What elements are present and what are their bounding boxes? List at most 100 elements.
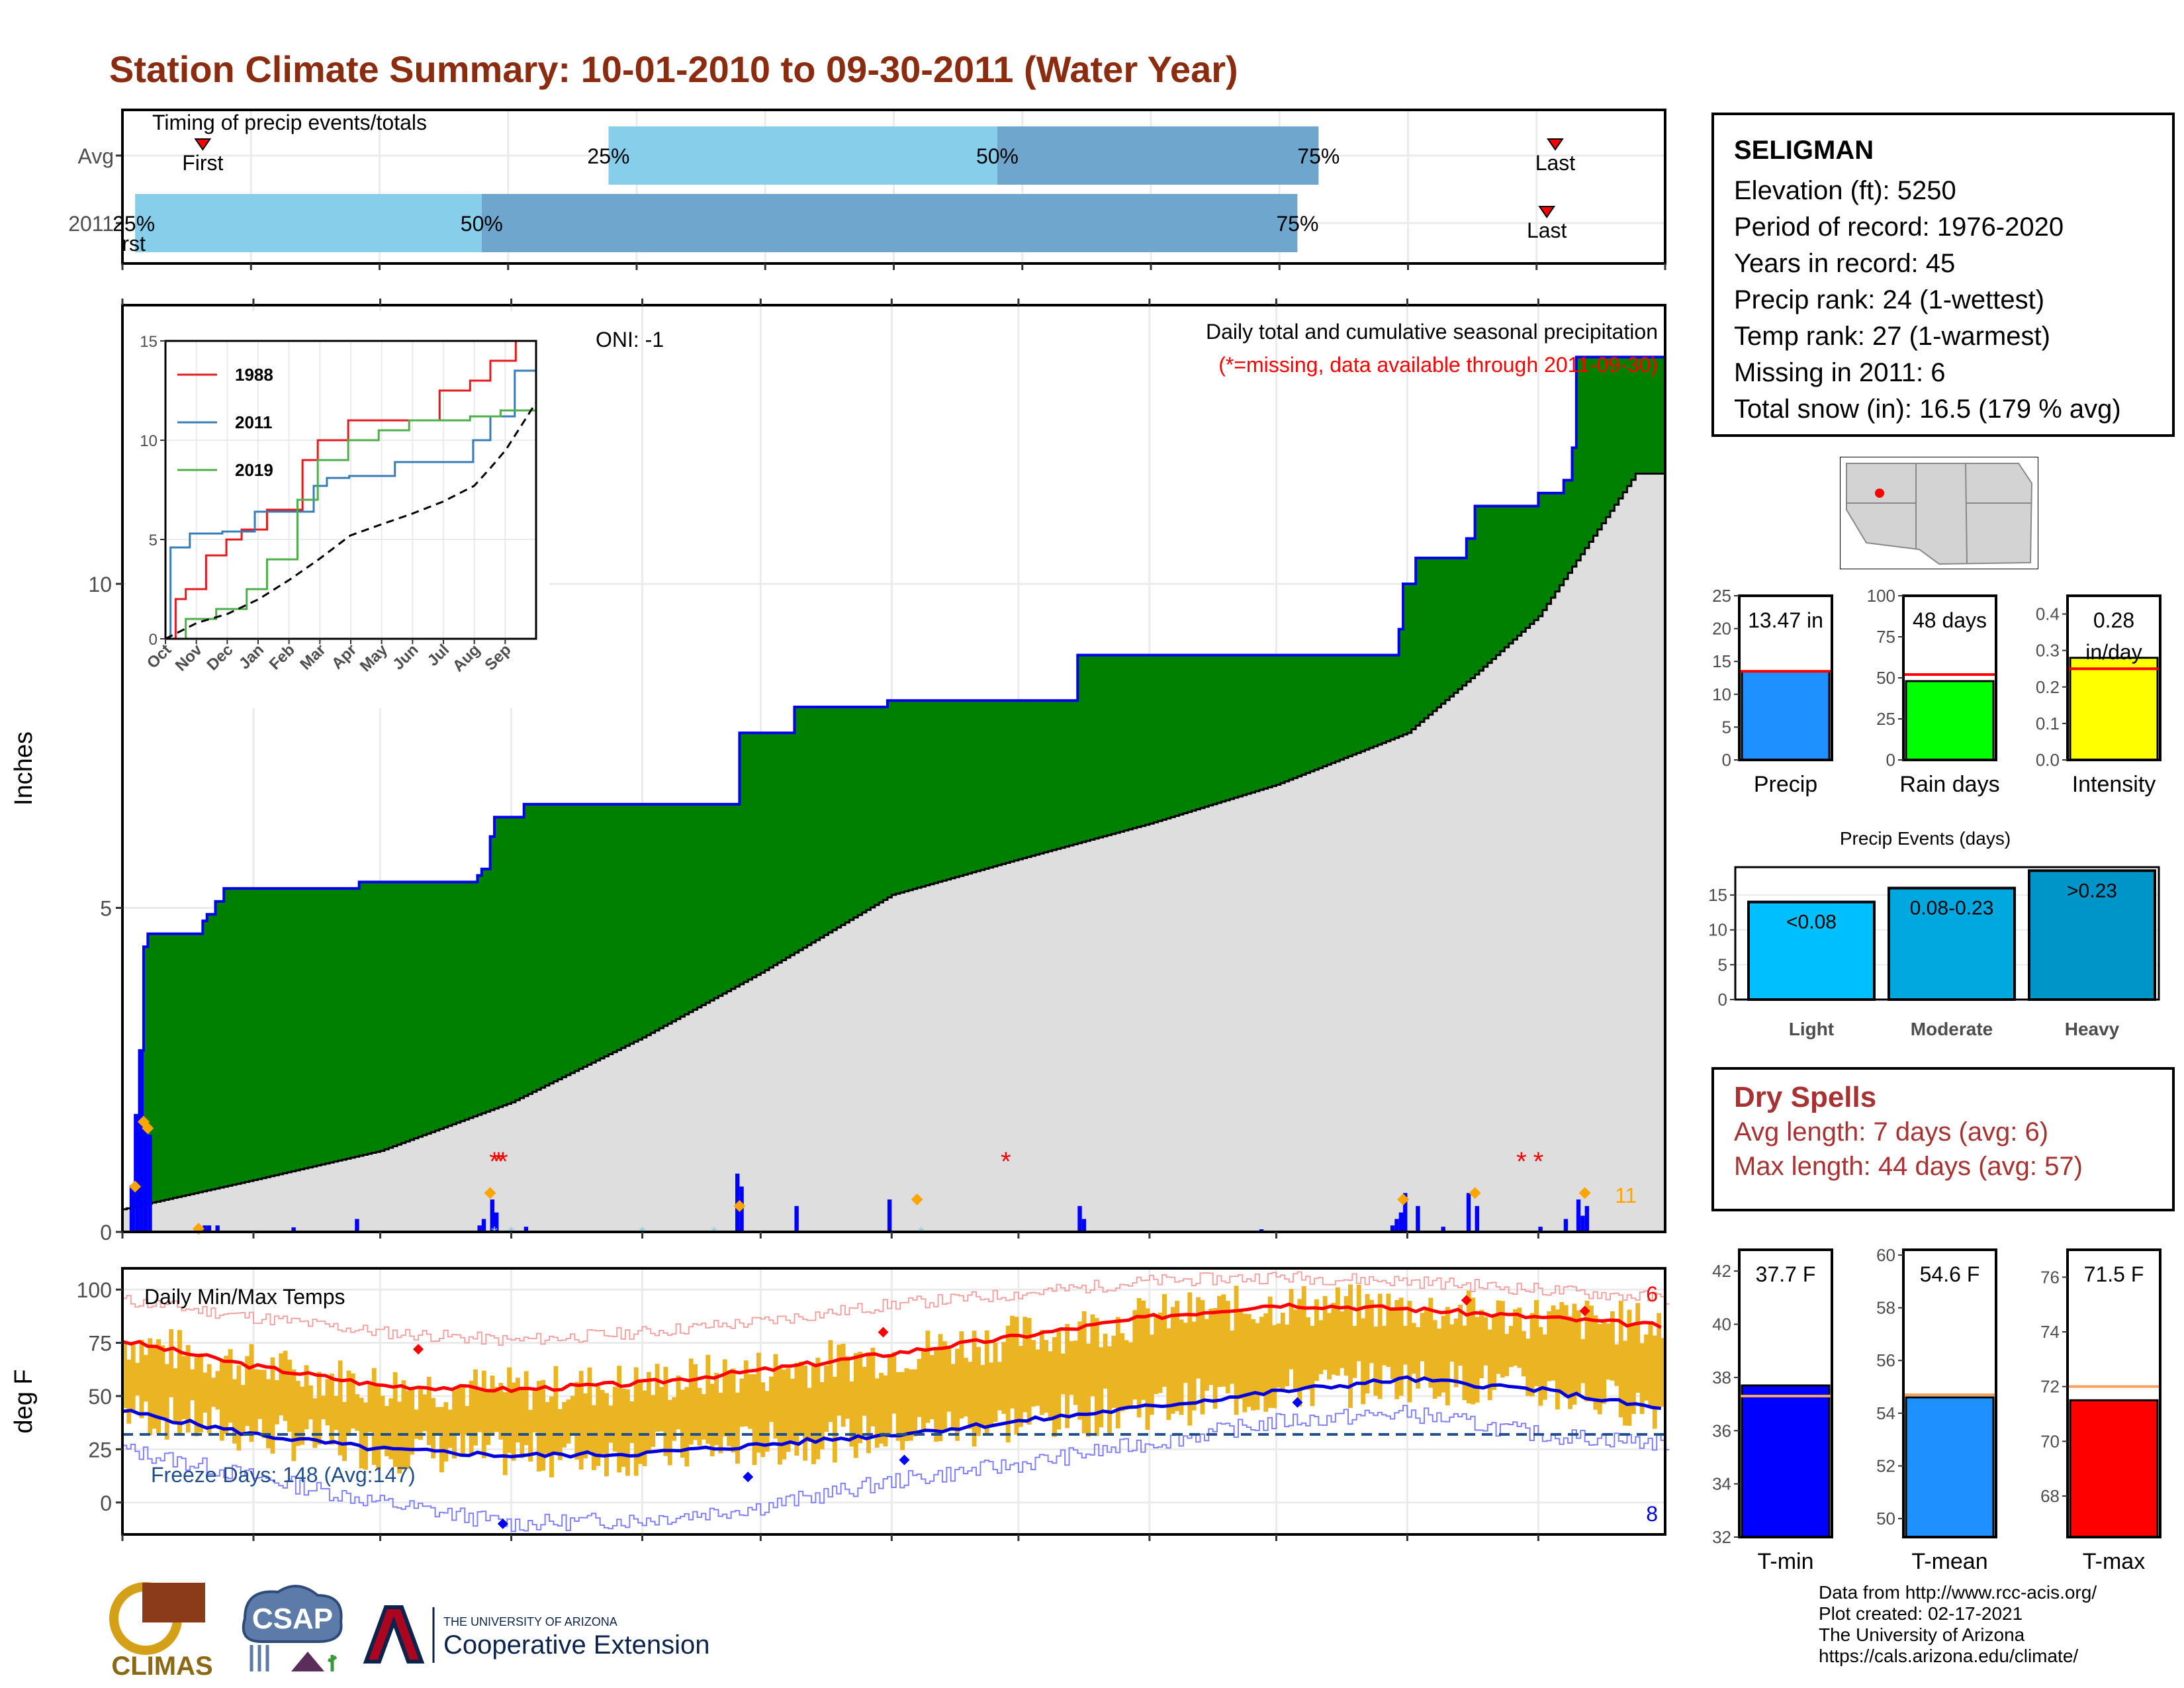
daily-temp-bar: [511, 1382, 516, 1461]
events-title: Precip Events (days): [1840, 828, 2011, 849]
daily-temp-bar: [1039, 1330, 1044, 1415]
daily-temp-bar: [261, 1370, 267, 1438]
daily-temp-bar: [431, 1397, 436, 1459]
daily-temp-bar: [295, 1381, 300, 1446]
summary-ytick-label: 72: [2040, 1377, 2060, 1397]
cactus-icon: [327, 1655, 338, 1671]
record-low-count: 8: [1646, 1502, 1658, 1526]
daily-temp-bar: [1187, 1292, 1193, 1426]
daily-temp-bar: [688, 1358, 694, 1445]
daily-temp-bar: [984, 1330, 989, 1434]
daily-temp-bar: [743, 1360, 749, 1427]
daily-temp-bar: [684, 1387, 690, 1467]
daily-temp-bar: [849, 1381, 854, 1447]
daily-temp-bar: [900, 1372, 905, 1450]
temp-ytick-label: 0: [100, 1491, 112, 1515]
daily-temp-bar: [718, 1392, 723, 1454]
record-low-marker-icon: [497, 1518, 508, 1529]
daily-temp-bar: [1555, 1309, 1560, 1410]
daily-temp-bar: [460, 1386, 465, 1457]
daily-precip-bar: [1390, 1225, 1395, 1232]
daily-temp-bar: [490, 1375, 495, 1436]
daily-temp-bar: [1306, 1317, 1311, 1390]
daily-precip-bar: [1584, 1205, 1590, 1232]
daily-temp-bar: [1411, 1323, 1416, 1374]
daily-temp-bar: [477, 1390, 482, 1432]
daily-temp-bar: [1086, 1343, 1091, 1437]
summary-frame: [2066, 1248, 2161, 1538]
summary-ytick-label: 0.4: [2036, 604, 2060, 624]
freeze-days-label: Freeze Days: 148 (Avg:147): [151, 1463, 416, 1487]
daily-temp-bar: [1179, 1319, 1184, 1415]
daily-temp-bar: [253, 1369, 258, 1435]
pct-label: 50%: [976, 144, 1019, 168]
last-marker-label: Last: [1535, 151, 1576, 175]
daily-temp-bar: [1191, 1321, 1197, 1411]
daily-temp-bar: [562, 1401, 567, 1448]
summary-ytick-label: 0.0: [2036, 750, 2060, 770]
daily-temp-bar: [1081, 1311, 1087, 1434]
daily-precip-bar: [887, 1199, 892, 1232]
daily-temp-bar: [858, 1352, 863, 1444]
daily-temp-bar: [879, 1372, 884, 1444]
daily-temp-bar: [1517, 1307, 1522, 1368]
inset-ytick-label: 10: [140, 432, 158, 450]
daily-temp-bar: [1259, 1317, 1264, 1395]
daily-temp-bar: [608, 1405, 614, 1443]
daily-temp-bar: [181, 1356, 187, 1419]
daily-temp-bar: [942, 1341, 947, 1432]
daily-temp-bar: [135, 1362, 140, 1396]
daily-temp-bar: [938, 1334, 943, 1442]
daily-temp-bar: [1060, 1353, 1066, 1395]
summary-value-label: 37.7 F: [1756, 1262, 1816, 1286]
daily-temp-bar: [1576, 1310, 1581, 1394]
daily-temp-bar: [1170, 1307, 1175, 1414]
daily-temp-bar: [1221, 1294, 1226, 1387]
daily-temp-bar: [773, 1354, 778, 1439]
daily-temp-bar: [993, 1342, 998, 1422]
daily-temp-bar: [764, 1391, 770, 1452]
summary-ytick-label: 100: [1867, 586, 1895, 606]
summary-ytick-label: 42: [1712, 1261, 1731, 1281]
daily-temp-bar: [283, 1350, 288, 1421]
daily-temp-bar: [1263, 1313, 1269, 1412]
record-high-count: 6: [1646, 1282, 1658, 1306]
daily-temp-bar: [1212, 1307, 1218, 1409]
daily-temp-bar: [655, 1364, 660, 1432]
events-ytick-label: 0: [1718, 990, 1727, 1009]
events-ytick-label: 5: [1718, 955, 1727, 974]
snow-marker-icon: [484, 1187, 496, 1199]
summary-bar-label: T-min: [1758, 1549, 1814, 1574]
daily-temp-bar: [215, 1371, 220, 1410]
summary-ytick-label: 10: [1712, 684, 1731, 704]
dry-spells-max: Max length: 44 days (avg: 57): [1734, 1152, 2083, 1181]
daily-temp-bar: [621, 1388, 626, 1467]
daily-temp-bar: [709, 1383, 715, 1457]
daily-temp-bar: [523, 1371, 529, 1446]
daily-temp-bar: [126, 1359, 132, 1424]
avg-min-line: [122, 1375, 1661, 1459]
daily-precip-bar: [1538, 1227, 1543, 1232]
summary-bar-label: Precip: [1754, 772, 1817, 797]
inset-legend-label: 2011: [235, 412, 272, 432]
daily-temp-bar: [578, 1370, 584, 1470]
daily-temp-bar: [1437, 1329, 1442, 1397]
daily-temp-bar: [1246, 1314, 1251, 1407]
events-frame: [1734, 866, 2160, 1001]
daily-temp-bar: [211, 1378, 216, 1407]
summary-ytick-label: 0: [1886, 750, 1895, 770]
summary-ytick-label: 58: [1876, 1298, 1895, 1318]
daily-temp-bar: [447, 1409, 453, 1448]
daily-precip-bar: [1576, 1199, 1581, 1232]
daily-temp-bar: [1386, 1293, 1391, 1367]
daily-temp-bar: [1428, 1297, 1433, 1388]
record-low-marker-icon: [743, 1472, 754, 1483]
daily-temp-bar: [1407, 1301, 1412, 1403]
daily-temp-bar: [1449, 1324, 1455, 1362]
daily-temp-bar: [1065, 1323, 1070, 1429]
daily-temp-bar: [714, 1372, 719, 1446]
daily-precip-bar: [1475, 1205, 1480, 1232]
daily-temp-bar: [1361, 1318, 1366, 1405]
csap-logo-text: CSAP: [252, 1603, 333, 1635]
daily-temp-bar: [566, 1399, 571, 1444]
